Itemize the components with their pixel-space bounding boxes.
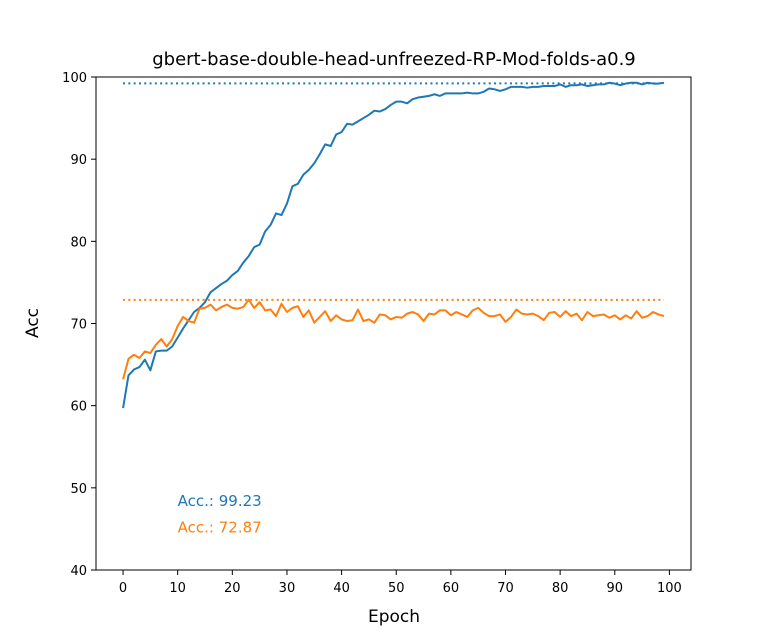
x-tick-label: 30: [279, 581, 296, 596]
annotation-2: Acc.: 72.87: [178, 518, 262, 536]
x-tick-label: 20: [224, 581, 241, 596]
x-axis-title: Epoch: [368, 607, 420, 627]
x-tick-label: 80: [552, 581, 569, 596]
y-tick-label: 90: [70, 153, 87, 168]
x-tick-label: 90: [607, 581, 624, 596]
y-tick-label: 40: [70, 564, 87, 579]
x-tick-label: 100: [657, 581, 682, 596]
x-tick-label: 60: [443, 581, 460, 596]
series-line-1: [122, 81, 665, 409]
chart-title: gbert-base-double-head-unfreezed-RP-Mod-…: [152, 49, 636, 70]
plot-area: 0 10 20 30 40 50 60 70 80 90 100 40 50 60 70 80 90 100 Acc…: [62, 71, 692, 596]
x-tick-label: 40: [333, 581, 350, 596]
x-tick-label: 50: [388, 581, 405, 596]
x-tick-label: 70: [497, 581, 514, 596]
annotation-1: Acc.: 99.23: [178, 492, 262, 510]
y-axis-title: Acc: [23, 308, 43, 338]
y-tick-label: 100: [62, 71, 87, 86]
y-tick-label: 60: [70, 400, 87, 415]
series-line-2: [122, 298, 665, 380]
x-tick-label: 10: [169, 581, 186, 596]
y-tick-label: 70: [70, 318, 87, 333]
x-tick-label: 0: [119, 581, 127, 596]
y-tick-label: 80: [70, 235, 87, 250]
y-tick-label: 50: [70, 482, 87, 497]
